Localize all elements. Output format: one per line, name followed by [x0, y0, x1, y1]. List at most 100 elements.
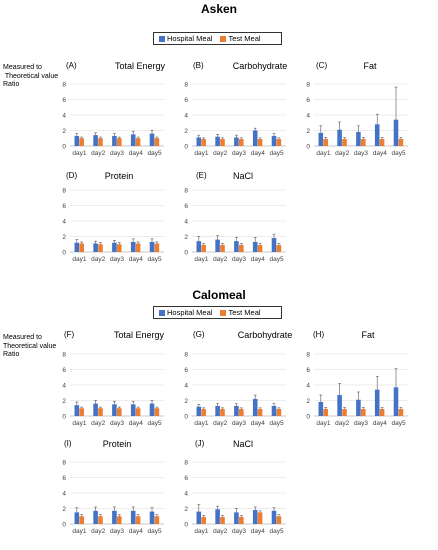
- bar-hospital-meal: [149, 133, 155, 146]
- legend-calomeal: Hospital Meal Test Meal: [153, 306, 282, 319]
- bar-test-meal: [201, 139, 206, 146]
- bar-test-meal: [379, 139, 385, 146]
- panel-title-d: Protein: [104, 171, 134, 181]
- bar-test-meal: [379, 409, 385, 416]
- x-tick-label: day4: [373, 150, 387, 157]
- legend-swatch-test: [220, 309, 227, 316]
- chart-carbohydrate-asken: 0 2 4 6 8 day1 day2 day3 day4 day5: [184, 81, 286, 157]
- bar-test-meal: [98, 408, 103, 416]
- bar-test-meal: [135, 516, 141, 524]
- bar-test-meal: [201, 517, 206, 524]
- y-tick-label: 6: [184, 367, 188, 374]
- bar-hospital-meal: [215, 136, 220, 146]
- x-tick-label: day4: [129, 256, 143, 263]
- x-tick-label: day4: [251, 150, 265, 157]
- bar-hospital-meal: [112, 404, 117, 416]
- x-tick-label: day4: [251, 420, 265, 427]
- x-tick-label: day5: [148, 256, 162, 263]
- chart-nacl-calomeal: 0 2 4 6 8 day1 day2 day3 day4 day5: [184, 459, 286, 535]
- bar-test-meal: [117, 516, 122, 524]
- x-tick-label: day5: [148, 420, 162, 427]
- bar-hospital-meal: [149, 511, 155, 524]
- bar-test-meal: [220, 517, 225, 524]
- y-tick-label: 2: [62, 128, 66, 135]
- bar-test-meal: [117, 408, 122, 416]
- bar-test-meal: [220, 245, 225, 252]
- panel-title-h: Fat: [361, 330, 375, 340]
- y-tick-label: 4: [306, 382, 310, 389]
- x-tick-label: day1: [72, 420, 86, 427]
- y-tick-label: 4: [184, 490, 188, 497]
- y-tick-label: 4: [62, 382, 66, 389]
- bar-hospital-meal: [149, 403, 155, 416]
- y-tick-label: 2: [184, 234, 188, 241]
- ylabel-line: Measured to: [3, 334, 42, 341]
- ylabel-line: Theoretical value: [3, 342, 57, 350]
- ylabel-asken: Measured to Theoretical value Ratio: [3, 64, 58, 90]
- bar-test-meal: [201, 245, 206, 252]
- y-tick-label: 4: [62, 112, 66, 119]
- bar-test-meal: [342, 139, 347, 146]
- bar-hospital-meal: [74, 135, 80, 146]
- x-tick-label: day3: [232, 150, 246, 157]
- legend-item-test: Test Meal: [220, 308, 261, 317]
- x-tick-label: day2: [213, 256, 227, 263]
- panel-title-i: Protein: [102, 439, 132, 449]
- chart-protein-asken: 0 2 4 6 8 day1 day2 day3 day4 day5: [62, 187, 164, 263]
- y-tick-label: 2: [184, 128, 188, 135]
- bar-hospital-meal: [318, 132, 324, 146]
- legend-asken: Hospital Meal Test Meal: [153, 32, 282, 45]
- x-tick-label: day1: [316, 420, 330, 427]
- legend-label-test: Test Meal: [228, 308, 261, 317]
- bar-test-meal: [98, 138, 103, 146]
- panel-letter-d: (D): [66, 171, 78, 180]
- y-tick-label: 0: [184, 143, 188, 150]
- x-tick-label: day1: [72, 528, 86, 535]
- bar-test-meal: [276, 516, 282, 524]
- bar-hospital-meal: [234, 241, 239, 252]
- y-tick-label: 4: [184, 382, 188, 389]
- x-tick-label: day2: [335, 420, 349, 427]
- x-tick-label: day5: [392, 150, 406, 157]
- bar-hospital-meal: [74, 405, 80, 416]
- bar-hospital-meal: [252, 130, 258, 146]
- bar-test-meal: [323, 409, 328, 416]
- y-tick-label: 6: [184, 475, 188, 482]
- y-tick-label: 6: [62, 475, 66, 482]
- x-tick-label: day1: [72, 150, 86, 157]
- x-tick-label: day5: [270, 528, 284, 535]
- bar-test-meal: [239, 245, 244, 252]
- chart-fat-calomeal: 0 2 4 6 8 day1 day2 day3 day4 day5: [306, 351, 408, 427]
- bar-hospital-meal: [393, 119, 399, 146]
- x-tick-label: day1: [194, 256, 208, 263]
- bar-hospital-meal: [130, 404, 136, 416]
- x-tick-label: day3: [354, 420, 368, 427]
- x-tick-label: day5: [270, 150, 284, 157]
- bar-hospital-meal: [374, 389, 380, 416]
- x-tick-label: day1: [316, 150, 330, 157]
- y-tick-label: 0: [184, 413, 188, 420]
- legend-label-hospital: Hospital Meal: [167, 34, 213, 43]
- bar-test-meal: [154, 243, 160, 252]
- y-tick-label: 6: [306, 97, 310, 104]
- panel-title-f: Total Energy: [113, 330, 165, 340]
- y-tick-label: 2: [184, 398, 188, 405]
- bar-hospital-meal: [196, 241, 202, 252]
- x-tick-label: day3: [110, 528, 124, 535]
- bar-hospital-meal: [252, 241, 258, 252]
- panel-letter-h: (H): [313, 330, 325, 339]
- y-tick-label: 0: [62, 413, 66, 420]
- bar-test-meal: [361, 409, 366, 416]
- x-tick-label: day5: [392, 420, 406, 427]
- bar-test-meal: [239, 517, 244, 524]
- x-tick-label: day1: [194, 528, 208, 535]
- x-tick-label: day4: [373, 420, 387, 427]
- bar-test-meal: [342, 409, 347, 416]
- x-tick-label: day3: [110, 256, 124, 263]
- bar-test-meal: [98, 244, 103, 252]
- x-tick-label: day3: [110, 150, 124, 157]
- bar-test-meal: [117, 244, 122, 252]
- panel-letter-j: (J): [195, 439, 205, 448]
- x-tick-label: day4: [251, 528, 265, 535]
- bar-hospital-meal: [93, 135, 98, 146]
